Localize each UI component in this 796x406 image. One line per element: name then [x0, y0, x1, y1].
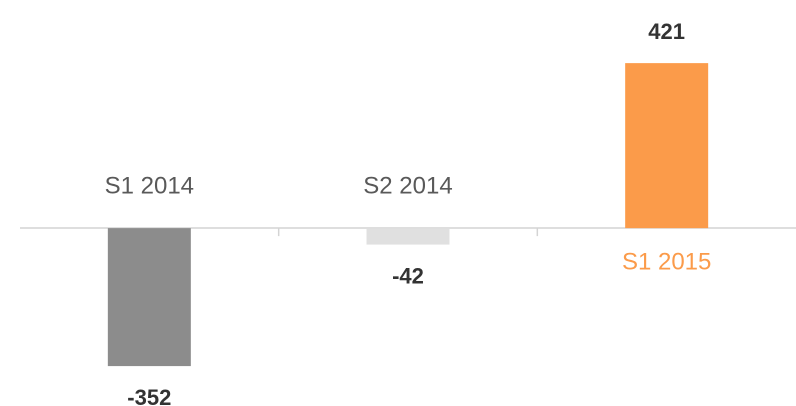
value-label: -352	[127, 385, 171, 406]
bar	[366, 228, 450, 245]
x-tick-label: S2 2014	[363, 172, 452, 199]
x-tick-label: S1 2014	[105, 172, 194, 199]
value-label: -42	[392, 263, 424, 288]
value-label: 421	[648, 19, 685, 44]
bar	[625, 63, 709, 229]
bar	[107, 228, 191, 367]
x-tick-label: S1 2015	[622, 248, 711, 275]
